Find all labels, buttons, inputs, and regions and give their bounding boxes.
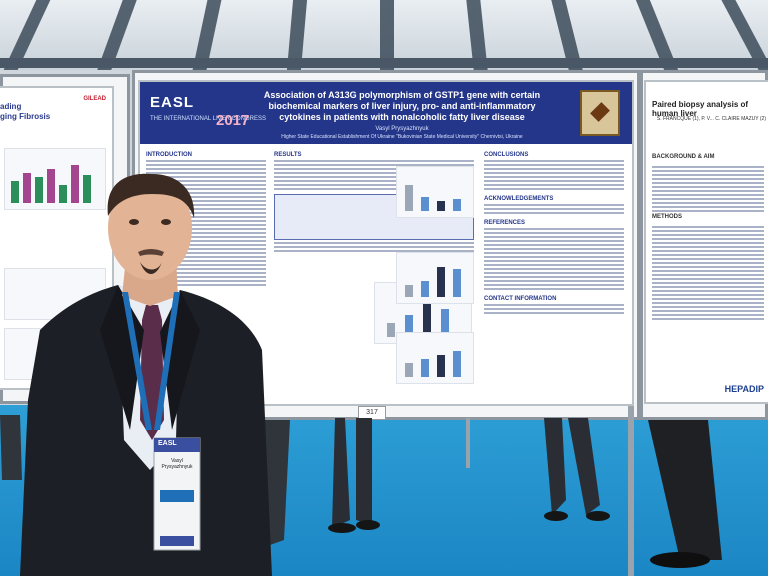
section-results: RESULTS (274, 152, 302, 158)
right-poster-footer-logo: HEPADIP (724, 384, 764, 394)
section-conclusions: CONCLUSIONS (484, 152, 529, 158)
poster-column-1: INTRODUCTION (146, 152, 266, 397)
congress-year: 2017 (216, 112, 250, 129)
university-crest-icon (580, 90, 620, 136)
left-poster-logo: GILEAD (83, 96, 106, 102)
easl-logo: EASL (150, 94, 195, 111)
ceiling (0, 0, 768, 70)
poster-author: Vasyl Prysyazhnyuk (375, 126, 429, 132)
section-contact: CONTACT INFORMATION (484, 296, 557, 302)
section-introduction: INTRODUCTION (146, 152, 192, 158)
section-acknowledgements: ACKNOWLEDGEMENTS (484, 196, 554, 202)
right-poster-methods: METHODS (652, 214, 682, 220)
board-pole (466, 418, 470, 468)
poster-chart-2 (396, 252, 474, 304)
right-poster-background: BACKGROUND & AIM (652, 154, 715, 160)
right-poster-authors: S. FRANCQUE (1), P. V... C. CLAIRE MAZUY… (656, 116, 766, 122)
left-poster-title: ading ging Fibrosis (0, 102, 51, 121)
poster-title: Association of A313G polymorphism of GST… (263, 90, 541, 122)
main-poster: EASL THE INTERNATIONAL LIVER CONGRESS 20… (140, 82, 632, 404)
poster-chart-3 (396, 332, 474, 384)
easl-subtitle: THE INTERNATIONAL LIVER CONGRESS (150, 116, 267, 122)
poster-chart-1 (396, 166, 474, 218)
poster-header: EASL THE INTERNATIONAL LIVER CONGRESS 20… (140, 82, 632, 144)
badge-event: EASL (158, 440, 177, 447)
right-poster: Paired biopsy analysis of human liver S.… (646, 82, 768, 402)
poster-institution: Higher State Educational Establishment O… (281, 134, 523, 140)
right-poster-title: Paired biopsy analysis of human liver (652, 100, 749, 118)
section-references: REFERENCES (484, 220, 526, 226)
badge-name: Vasyl Prysyazhnyuk (161, 458, 193, 470)
poster-column-3: CONCLUSIONS ACKNOWLEDGEMENTS REFERENCES … (484, 152, 624, 397)
board-pole (628, 400, 634, 576)
